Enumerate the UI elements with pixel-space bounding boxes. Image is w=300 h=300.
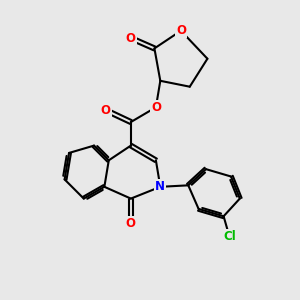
Text: O: O — [176, 24, 186, 37]
Text: O: O — [101, 104, 111, 117]
Text: Cl: Cl — [223, 230, 236, 243]
Text: O: O — [151, 101, 161, 114]
Text: O: O — [126, 217, 136, 230]
Text: O: O — [126, 32, 136, 45]
Text: N: N — [155, 180, 165, 193]
